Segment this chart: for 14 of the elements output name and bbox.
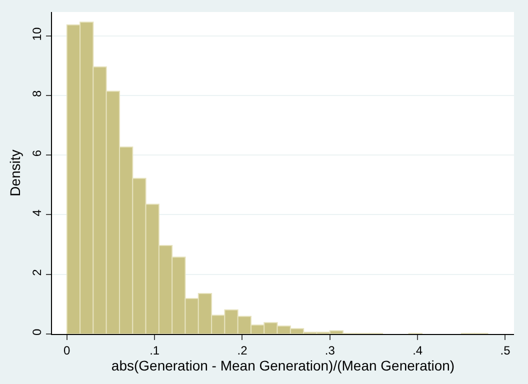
x-tick-label: .3 xyxy=(324,343,336,358)
y-tick-label: 0 xyxy=(30,328,44,336)
x-tick-label: 0 xyxy=(64,343,71,358)
y-tick-label: 10 xyxy=(30,27,44,41)
y-tick-label: 2 xyxy=(30,268,44,276)
x-tick-label: .4 xyxy=(412,343,423,358)
x-tick-label: .2 xyxy=(237,343,248,358)
y-tick-label: 6 xyxy=(30,150,44,157)
y-axis-title: Density xyxy=(6,150,23,196)
y-tick-label: 8 xyxy=(30,90,44,98)
x-tick-label: .5 xyxy=(500,343,511,358)
x-axis-title: abs(Generation - Mean Generation)/(Mean Generation) xyxy=(111,358,455,374)
x-tick-label: .1 xyxy=(150,343,160,358)
y-tick-label: 4 xyxy=(30,209,44,216)
